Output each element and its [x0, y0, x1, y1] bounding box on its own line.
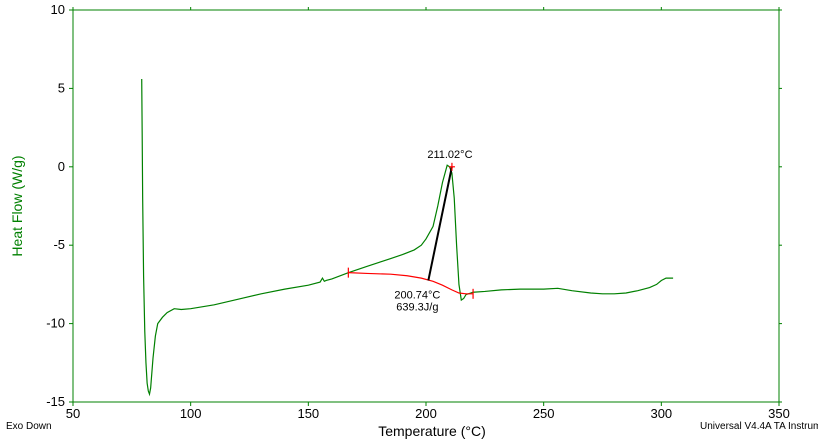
y-axis-title: Heat Flow (W/g)	[9, 155, 25, 256]
x-tick-label: 150	[297, 406, 319, 421]
peak-temperature-label: 211.02°C	[427, 149, 472, 161]
x-tick-label: 350	[768, 406, 790, 421]
y-tick-label: -15	[46, 394, 65, 409]
peak-marker	[448, 162, 455, 171]
x-tick-label: 200	[415, 406, 437, 421]
y-tick-label: -5	[53, 237, 65, 252]
enthalpy-label: 639.3J/g	[396, 301, 438, 313]
y-tick-label: 10	[51, 2, 65, 17]
onset-tangent-line	[427, 166, 453, 281]
axis-ticks	[69, 7, 782, 406]
y-tick-label: 0	[58, 159, 65, 174]
y-tick-label: -10	[46, 316, 65, 331]
integration-limit-marks	[347, 267, 474, 299]
onset-temperature-label: 200.74°C	[394, 289, 440, 301]
x-axis-title: Temperature (°C)	[378, 423, 486, 439]
plot-frame	[72, 9, 780, 403]
heat-flow-curve	[141, 78, 674, 397]
x-tick-label: 100	[180, 406, 202, 421]
exo-direction-label: Exo Down	[6, 421, 52, 432]
x-tick-label: 250	[533, 406, 555, 421]
integration-baseline	[348, 272, 474, 295]
x-tick-label: 50	[66, 406, 80, 421]
y-tick-label: 5	[58, 80, 65, 95]
software-version-label: Universal V4.4A TA Instruments	[700, 421, 818, 432]
x-tick-label: 300	[650, 406, 672, 421]
